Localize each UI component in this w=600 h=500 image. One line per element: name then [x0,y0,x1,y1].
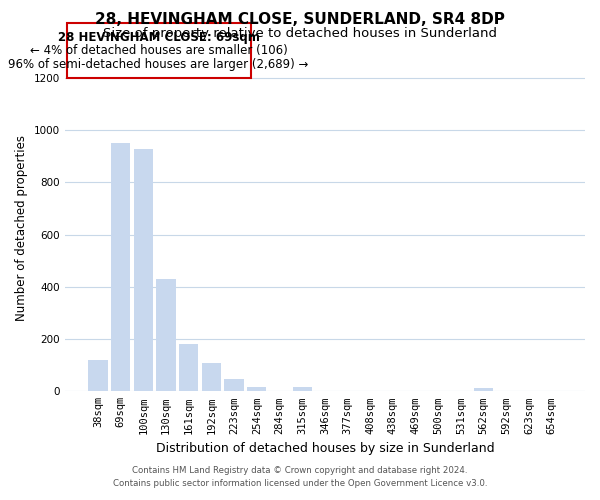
Bar [111,144,130,392]
Text: 96% of semi-detached houses are larger (2,689) →: 96% of semi-detached houses are larger (… [8,58,309,71]
Bar [293,386,312,392]
FancyBboxPatch shape [67,22,251,78]
X-axis label: Distribution of detached houses by size in Sunderland: Distribution of detached houses by size … [155,442,494,455]
Bar [88,360,107,392]
Text: Size of property relative to detached houses in Sunderland: Size of property relative to detached ho… [103,28,497,40]
Text: ← 4% of detached houses are smaller (106): ← 4% of detached houses are smaller (106… [29,44,287,58]
Bar [157,279,176,392]
Y-axis label: Number of detached properties: Number of detached properties [15,135,28,321]
Text: 28, HEVINGHAM CLOSE, SUNDERLAND, SR4 8DP: 28, HEVINGHAM CLOSE, SUNDERLAND, SR4 8DP [95,12,505,28]
Bar [134,148,153,392]
Text: 28 HEVINGHAM CLOSE: 69sqm: 28 HEVINGHAM CLOSE: 69sqm [58,30,259,44]
Text: Contains HM Land Registry data © Crown copyright and database right 2024.
Contai: Contains HM Land Registry data © Crown c… [113,466,487,487]
Bar [202,362,221,392]
Bar [474,388,493,392]
Bar [224,379,244,392]
Bar [247,386,266,392]
Bar [179,344,199,392]
